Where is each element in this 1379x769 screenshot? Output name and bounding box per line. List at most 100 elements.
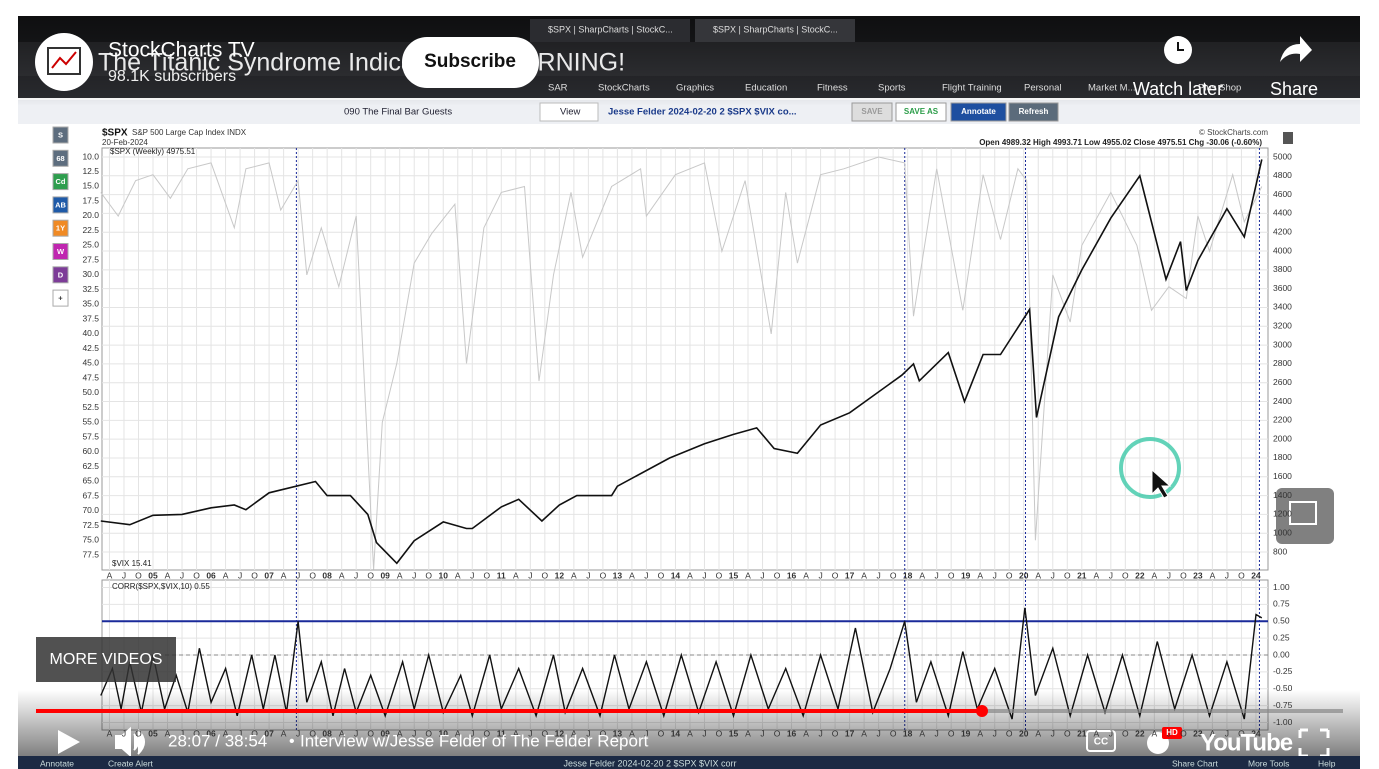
x-tick-label: 15 xyxy=(729,728,739,738)
sidebar-button[interactable] xyxy=(52,219,69,237)
cc-button[interactable] xyxy=(1086,730,1116,752)
play-button[interactable] xyxy=(58,730,80,754)
sidebar-button-label[interactable]: AB xyxy=(55,200,66,209)
x-tick-label: A xyxy=(223,570,229,580)
view-button[interactable] xyxy=(539,102,599,122)
footer-button[interactable]: Share Chart xyxy=(1172,758,1218,768)
footer-button[interactable]: Create Alert xyxy=(108,758,154,768)
avatar-icon xyxy=(51,51,77,69)
more-videos-label[interactable]: MORE VIDEOS xyxy=(50,651,163,668)
tab[interactable] xyxy=(695,19,855,42)
x-tick-label: J xyxy=(760,728,764,738)
footer-button[interactable]: Annotate xyxy=(40,758,74,768)
sidebar-button-label[interactable]: S xyxy=(58,130,63,139)
bookmark[interactable]: SAR xyxy=(548,83,568,94)
x-tick-label: 12 xyxy=(555,728,565,738)
bookmark[interactable]: Sports xyxy=(878,83,906,94)
bookmark[interactable]: Education xyxy=(745,83,787,94)
chapter-title[interactable]: Interview w/Jesse Felder of The Felder R… xyxy=(300,731,649,750)
chartlist-select[interactable]: 090 The Final Bar Guests xyxy=(344,107,452,118)
toolbar-button[interactable] xyxy=(950,102,1007,122)
sidebar-button-label[interactable]: 1Y xyxy=(56,224,65,233)
legend-entry: CORR($SPX,$VIX,10) 0.55 xyxy=(112,582,210,591)
sidebar-button[interactable] xyxy=(52,266,69,284)
bookmark[interactable]: Fitness xyxy=(817,83,848,94)
x-tick-label: J xyxy=(180,570,184,580)
y-tick-label: 3600 xyxy=(1273,283,1292,293)
sidebar-button[interactable] xyxy=(52,196,69,214)
x-tick-label: J xyxy=(354,728,358,738)
x-tick-label: A xyxy=(745,570,751,580)
y-tick-label: 72.5 xyxy=(82,520,99,530)
x-tick-label: 11 xyxy=(497,570,506,580)
volume-button[interactable] xyxy=(115,726,145,758)
tab-title[interactable]: $SPX | SharpCharts | StockC... xyxy=(548,24,673,34)
footer-button[interactable]: More Tools xyxy=(1248,758,1289,768)
delete-icon[interactable] xyxy=(1283,132,1293,144)
tab[interactable] xyxy=(530,19,690,42)
x-tick-label: A xyxy=(223,728,229,738)
chart-symbol: $SPX xyxy=(102,128,128,139)
y-tick-label: 2200 xyxy=(1273,415,1292,425)
cursor xyxy=(1151,468,1172,499)
bookmark[interactable]: StockCharts xyxy=(598,83,650,94)
bookmark[interactable]: Market M... xyxy=(1088,83,1136,94)
tab-title[interactable]: $SPX | SharpCharts | StockC... xyxy=(713,24,838,34)
view-label[interactable]: View xyxy=(560,107,581,118)
progress-scrubber[interactable] xyxy=(976,705,988,717)
x-tick-label: A xyxy=(165,570,171,580)
more-videos-button[interactable] xyxy=(36,637,176,682)
subscribe-button[interactable] xyxy=(402,37,539,88)
toolbar-button[interactable] xyxy=(895,102,947,122)
subscribe-label[interactable]: Subscribe xyxy=(424,51,516,72)
chart-select[interactable]: Jesse Felder 2024-02-20 2 $SPX $VIX co..… xyxy=(608,107,797,118)
footer-button[interactable]: Help xyxy=(1318,758,1336,768)
sidebar-button-label[interactable]: + xyxy=(58,294,63,303)
toolbar-button-label[interactable]: Refresh xyxy=(1019,107,1049,116)
y-tick-label: 25.0 xyxy=(82,240,99,250)
x-tick-label: 18 xyxy=(903,728,913,738)
x-tick-label: J xyxy=(1167,728,1171,738)
x-tick-label: A xyxy=(281,570,287,580)
sidebar-button[interactable] xyxy=(52,289,69,307)
cc-label[interactable]: CC xyxy=(1094,737,1108,748)
x-tick-label: A xyxy=(745,728,751,738)
toolbar-button-label[interactable]: SAVE xyxy=(861,107,883,116)
toolbar-button-label[interactable]: SAVE AS xyxy=(904,107,939,116)
x-tick-label: J xyxy=(935,728,939,738)
bookmark[interactable]: Plus Shop xyxy=(1198,83,1241,94)
sidebar-button-label[interactable]: 68 xyxy=(56,154,64,163)
watch-later-label[interactable]: Watch later xyxy=(1133,79,1223,99)
y-tick-label: 35.0 xyxy=(82,299,99,309)
y-tick-label: 4600 xyxy=(1273,189,1292,199)
bookmark[interactable]: Graphics xyxy=(676,83,714,94)
share-icon[interactable] xyxy=(1280,36,1312,62)
sidebar-button-label[interactable]: D xyxy=(58,270,64,279)
toolbar-button-label[interactable]: Annotate xyxy=(961,107,996,116)
y-tick-label: 12.5 xyxy=(82,166,99,176)
youtube-logo[interactable]: YouTube xyxy=(1200,729,1294,756)
y-tick-label: 1.00 xyxy=(1273,582,1290,592)
footer-bar xyxy=(18,756,1360,769)
bookmark[interactable]: Personal xyxy=(1024,83,1062,94)
y-tick-label: 1200 xyxy=(1273,509,1292,519)
x-tick-label: A xyxy=(977,570,983,580)
x-tick-label: A xyxy=(1035,728,1041,738)
toolbar-button[interactable] xyxy=(851,102,893,122)
channel-name[interactable]: StockCharts TV xyxy=(108,39,255,62)
share-label[interactable]: Share xyxy=(1270,79,1318,99)
sidebar-button[interactable] xyxy=(52,149,69,167)
x-tick-label: A xyxy=(513,728,519,738)
y-tick-label: 45.0 xyxy=(82,358,99,368)
x-tick-label: J xyxy=(238,570,242,580)
bookmark[interactable]: Flight Training xyxy=(942,83,1002,94)
x-tick-label: 24 xyxy=(1251,570,1261,580)
sidebar-button[interactable] xyxy=(52,243,69,260)
x-tick-label: O xyxy=(425,570,432,580)
sidebar-button-label[interactable]: Cd xyxy=(56,177,66,186)
y-tick-label: 3800 xyxy=(1273,264,1292,274)
sidebar-button[interactable] xyxy=(52,173,69,191)
sidebar-button[interactable] xyxy=(52,126,69,144)
sidebar-button-label[interactable]: W xyxy=(57,247,65,256)
toolbar-button[interactable] xyxy=(1008,102,1059,122)
